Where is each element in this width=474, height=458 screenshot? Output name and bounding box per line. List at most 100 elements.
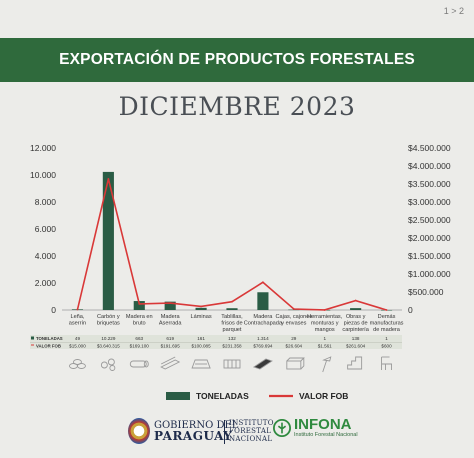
stairs-icon (347, 356, 363, 370)
y-right-tick-label: $3.500.000 (408, 179, 451, 189)
y-right-tick-label: $500.000 (408, 287, 444, 297)
category-label: aserrín (69, 321, 86, 327)
point-valor-fob (107, 178, 110, 180)
log-icon (129, 360, 149, 368)
inst-line-2: FORESTAL (229, 427, 272, 435)
category-label: Herramientas, (307, 314, 343, 320)
y-left-tick-label: 4.000 (35, 251, 57, 261)
point-valor-fob (385, 309, 388, 311)
point-valor-fob (354, 299, 357, 302)
coat-of-arms-icon (128, 418, 150, 444)
table-cell-valor-fob: $191.695 (161, 344, 181, 349)
y-left-tick-label: 0 (51, 305, 56, 315)
bar-toneladas (195, 307, 207, 310)
category-label: Madera (253, 314, 273, 320)
category-label: carpintería (342, 327, 369, 333)
gobierno-logo: GOBIERNO DEL PARAGUAY (128, 418, 238, 444)
table-cell-valor-fob: $169.100 (130, 344, 150, 349)
table-cell-toneladas: 49 (75, 336, 81, 341)
y-left-tick-label: 2.000 (35, 278, 57, 288)
category-label: bruto (133, 321, 146, 327)
infona-name: INFONA (294, 416, 352, 433)
bar-toneladas (102, 171, 114, 310)
bar-toneladas (226, 308, 238, 310)
table-cell-toneladas: 619 (166, 336, 174, 341)
inst-line-1: INSTITUTO (229, 419, 274, 427)
point-valor-fob (262, 281, 264, 284)
y-right-tick-label: $1.000.000 (408, 269, 451, 279)
plywood-icon (252, 358, 273, 370)
table-cell-toneladas: 1 (385, 336, 388, 341)
table-cell-valor-fob: $1.561 (318, 344, 332, 349)
category-label: Leña, (70, 314, 84, 320)
inst-line-3: NACIONAL (229, 435, 273, 443)
table-cell-valor-fob: $100.085 (192, 344, 212, 349)
table-legend-key-valor-fob (31, 344, 34, 346)
table-legend-key-toneladas (31, 336, 34, 340)
point-valor-fob (231, 300, 233, 303)
category-label: Láminas (191, 314, 212, 320)
table-cell-valor-fob: $231.358 (222, 344, 242, 349)
category-label: Aserrada (159, 321, 183, 327)
point-valor-fob (138, 303, 141, 305)
charcoal-icon (100, 358, 116, 371)
category-label: Cajas, cajones (275, 314, 312, 320)
table-cell-valor-fob: $15.000 (69, 344, 86, 349)
y-right-tick-label: $1.500.000 (408, 251, 451, 261)
y-left-tick-label: 12.000 (30, 143, 56, 153)
lumber-icon (160, 356, 181, 370)
category-label: monturas y (311, 321, 339, 327)
bar-toneladas (257, 292, 269, 310)
category-label: Demás (378, 314, 396, 320)
bar-toneladas (133, 301, 145, 310)
infona-logo: INFONA Instituto Forestal Nacional (273, 416, 358, 438)
table-cell-toneladas: 132 (228, 336, 236, 341)
category-label: Obras y (346, 314, 366, 320)
point-valor-fob (200, 305, 202, 308)
table-cell-valor-fob: $600 (381, 344, 392, 349)
table-cell-toneladas: 10.229 (101, 336, 115, 341)
table-cell-toneladas: 1.314 (257, 336, 269, 341)
category-label: Tablillas, (221, 314, 243, 320)
line-valor-fob (76, 178, 387, 311)
table-cell-valor-fob: $3.640.315 (97, 344, 120, 349)
table-cell-valor-fob: $261.604 (346, 344, 366, 349)
table-row-label-toneladas: TONELADAS (36, 336, 63, 341)
legend-label-toneladas: TONELADAS (196, 391, 249, 401)
firewood-icon (69, 359, 86, 369)
table-cell-toneladas: 161 (197, 336, 205, 341)
page-number: 1 > 2 (443, 6, 464, 16)
tool-icon (322, 356, 332, 373)
category-label: Contrachapada (244, 321, 283, 327)
category-label: de madera (373, 327, 401, 333)
y-left-tick-label: 10.000 (30, 170, 56, 180)
footer: GOBIERNO DEL PARAGUAY INSTITUTO FORESTAL… (0, 416, 474, 448)
bar-toneladas (164, 301, 176, 310)
legend-label-valor-fob: VALOR FOB (299, 391, 348, 401)
point-valor-fob (169, 302, 172, 304)
title-banner: EXPORTACIÓN DE PRODUCTOS FORESTALES (0, 38, 474, 82)
y-right-tick-label: $2.500.000 (408, 215, 451, 225)
category-label: parquet (223, 327, 242, 333)
point-valor-fob (76, 308, 79, 311)
category-label: Carbón y (97, 314, 120, 320)
category-label: manufacturas (370, 321, 404, 327)
y-right-tick-label: $4.500.000 (408, 143, 451, 153)
y-right-tick-label: $2.000.000 (408, 233, 451, 243)
y-left-tick-label: 8.000 (35, 197, 57, 207)
point-valor-fob (292, 308, 295, 310)
bar-toneladas (350, 308, 362, 310)
chair-icon (381, 356, 392, 370)
table-cell-toneladas: 29 (291, 336, 297, 341)
table-cell-toneladas: 1 (323, 336, 326, 341)
y-right-tick-label: 0 (408, 305, 413, 315)
gob-line-2: PARAGUAY (154, 429, 233, 443)
parquet-icon (223, 359, 241, 369)
sheet-icon (191, 359, 211, 369)
chart: 0 2.000 4.000 6.000 8.000 10.000 12.000 0 $500.0… (30, 143, 451, 401)
table-cell-valor-fob: $26.604 (286, 344, 303, 349)
category-label: mangos (315, 327, 335, 333)
legend-swatch-toneladas (166, 392, 190, 400)
y-left-tick-label: 6.000 (35, 224, 57, 234)
y-right-tick-label: $4.000.000 (408, 161, 451, 171)
